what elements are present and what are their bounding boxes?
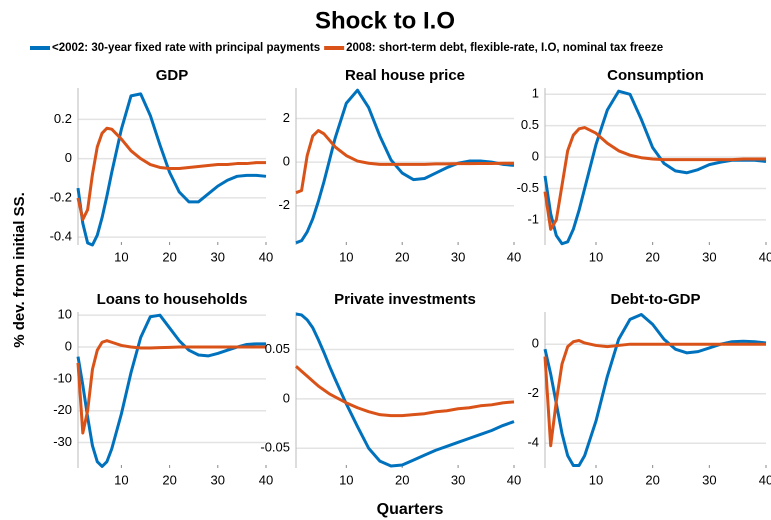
y-tick-label: 1 [532, 86, 539, 101]
y-tick-label: -0.5 [517, 180, 539, 195]
x-tick-label: 10 [114, 472, 128, 487]
x-tick-label: 20 [645, 472, 659, 487]
x-tick-label: 10 [339, 249, 353, 264]
y-tick-label: -1 [527, 211, 539, 226]
y-tick-label: 0 [532, 149, 539, 164]
y-tick-label: -0.2 [50, 189, 72, 204]
y-tick-label: 2 [283, 110, 290, 125]
y-tick-label: 0 [532, 336, 539, 351]
data-line [543, 126, 766, 231]
panel-title: Real house price [345, 67, 465, 84]
x-tick-label: 40 [259, 249, 273, 264]
y-tick-label: 0.5 [521, 117, 539, 132]
legend-label: 2008: short-term debt, flexible-rate, I.… [346, 42, 663, 54]
y-tick-label: -4 [527, 435, 539, 450]
y-axis-label: % dev. from initial SS. [11, 192, 28, 348]
y-tick-label: -30 [53, 434, 72, 449]
y-tick-label: 0.05 [265, 341, 290, 356]
x-tick-label: 30 [211, 249, 225, 264]
x-tick-label: 40 [507, 249, 521, 264]
data-line [295, 312, 515, 468]
y-tick-label: -2 [278, 197, 290, 212]
x-tick-label: 30 [451, 472, 465, 487]
x-tick-label: 20 [645, 249, 659, 264]
x-tick-label: 20 [162, 249, 176, 264]
panel-title: Loans to households [97, 291, 248, 308]
y-tick-label: -2 [527, 385, 539, 400]
x-tick-label: 20 [162, 472, 176, 487]
x-tick-label: 40 [759, 472, 771, 487]
data-line [76, 313, 266, 468]
chart-title: Shock to I.O [315, 7, 455, 34]
x-tick-label: 40 [759, 249, 771, 264]
data-line [76, 92, 267, 247]
x-tick-label: 10 [589, 249, 603, 264]
x-tick-label: 30 [211, 472, 225, 487]
x-tick-label: 10 [589, 472, 603, 487]
x-tick-label: 20 [395, 249, 409, 264]
x-tick-label: 10 [114, 249, 128, 264]
panel-title: GDP [156, 67, 189, 84]
x-axis-label: Quarters [377, 501, 444, 518]
data-line [295, 129, 514, 195]
data-line [76, 126, 266, 221]
data-line [543, 338, 766, 448]
data-line [295, 365, 515, 418]
panel-title: Debt-to-GDP [611, 291, 701, 308]
x-tick-label: 30 [451, 249, 465, 264]
data-line [76, 339, 266, 435]
y-tick-label: 0 [65, 338, 72, 353]
x-tick-label: 40 [507, 472, 521, 487]
panel-title: Consumption [607, 67, 704, 84]
x-tick-label: 30 [702, 472, 716, 487]
y-tick-label: 0.2 [54, 111, 72, 126]
x-tick-label: 30 [702, 249, 716, 264]
y-tick-label: -0.4 [50, 229, 72, 244]
x-tick-label: 10 [339, 472, 353, 487]
y-tick-label: 0 [283, 390, 290, 405]
y-tick-label: 0 [283, 154, 290, 169]
panel-title: Private investments [334, 291, 476, 308]
x-tick-label: 40 [259, 472, 273, 487]
legend-label: <2002: 30-year fixed rate with principal… [52, 42, 320, 54]
y-tick-label: -0.05 [260, 440, 290, 455]
y-tick-label: -20 [53, 402, 72, 417]
data-line [295, 88, 515, 245]
y-tick-label: -10 [53, 370, 72, 385]
y-tick-label: 0 [65, 150, 72, 165]
y-tick-label: 10 [58, 307, 72, 322]
x-tick-label: 20 [395, 472, 409, 487]
data-line [543, 89, 767, 246]
